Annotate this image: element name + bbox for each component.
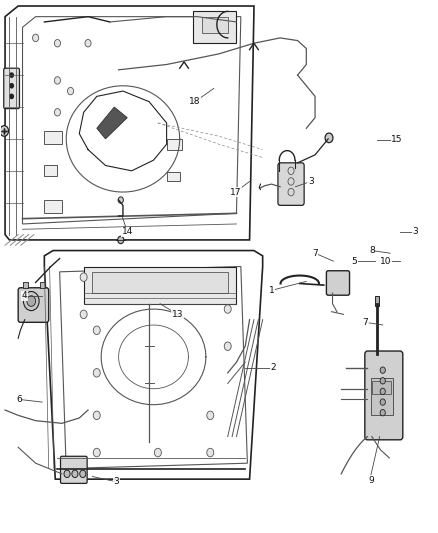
Text: 14: 14	[122, 228, 133, 237]
Circle shape	[380, 377, 385, 384]
Circle shape	[118, 197, 124, 203]
Circle shape	[80, 273, 87, 281]
Circle shape	[67, 87, 74, 95]
Circle shape	[380, 388, 385, 394]
Text: 18: 18	[189, 97, 201, 106]
Bar	[371, 378, 393, 415]
Bar	[44, 200, 62, 213]
Bar	[372, 381, 392, 394]
Circle shape	[54, 77, 60, 84]
Circle shape	[64, 470, 70, 478]
Circle shape	[380, 409, 385, 416]
Text: 2: 2	[271, 363, 276, 372]
Text: 5: 5	[351, 257, 357, 265]
Text: 6: 6	[16, 395, 22, 404]
Text: 7: 7	[312, 249, 318, 258]
Circle shape	[10, 94, 13, 99]
Bar	[40, 282, 45, 288]
Text: 8: 8	[369, 246, 374, 255]
Circle shape	[207, 448, 214, 457]
Text: 15: 15	[392, 135, 403, 144]
Circle shape	[380, 399, 385, 405]
Text: 13: 13	[172, 310, 183, 319]
Bar	[375, 296, 379, 306]
Circle shape	[80, 310, 87, 319]
Text: 4: 4	[22, 291, 28, 300]
Circle shape	[54, 39, 60, 47]
Circle shape	[32, 34, 39, 42]
Bar	[22, 282, 28, 288]
Circle shape	[54, 109, 60, 116]
Text: 7: 7	[362, 318, 368, 327]
Bar	[44, 131, 62, 144]
Circle shape	[207, 411, 214, 419]
Circle shape	[93, 326, 100, 335]
FancyBboxPatch shape	[365, 351, 403, 440]
Circle shape	[80, 470, 86, 478]
FancyBboxPatch shape	[18, 288, 49, 322]
Circle shape	[85, 39, 91, 47]
Circle shape	[380, 367, 385, 373]
Circle shape	[118, 236, 124, 244]
Polygon shape	[97, 107, 127, 139]
Circle shape	[224, 305, 231, 313]
Circle shape	[10, 73, 13, 77]
FancyBboxPatch shape	[4, 68, 19, 109]
Text: 3: 3	[308, 177, 314, 186]
Circle shape	[154, 448, 161, 457]
FancyBboxPatch shape	[326, 271, 350, 295]
Circle shape	[72, 470, 78, 478]
FancyBboxPatch shape	[278, 163, 304, 205]
Text: 3: 3	[113, 478, 119, 486]
Text: 17: 17	[230, 188, 241, 197]
Bar	[166, 172, 180, 181]
Text: 10: 10	[380, 257, 392, 265]
Bar	[92, 272, 228, 293]
Circle shape	[27, 296, 35, 306]
Circle shape	[325, 133, 333, 143]
Circle shape	[93, 411, 100, 419]
Bar	[193, 11, 237, 43]
Bar	[166, 139, 182, 150]
Bar	[201, 17, 228, 33]
Circle shape	[224, 342, 231, 351]
Text: 1: 1	[268, 286, 274, 295]
Circle shape	[93, 448, 100, 457]
Circle shape	[0, 126, 9, 136]
Bar	[44, 165, 57, 176]
Circle shape	[10, 84, 13, 88]
Text: 9: 9	[368, 476, 374, 484]
Text: 3: 3	[413, 228, 418, 237]
FancyBboxPatch shape	[60, 456, 87, 483]
Circle shape	[93, 368, 100, 377]
Bar	[84, 266, 237, 304]
Circle shape	[23, 292, 39, 311]
